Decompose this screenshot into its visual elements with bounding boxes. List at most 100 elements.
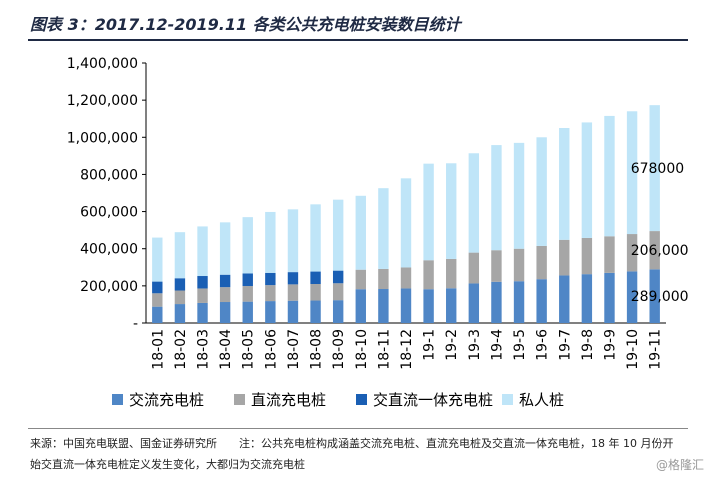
bar-segment — [559, 128, 570, 240]
bar-segment — [355, 269, 366, 290]
bar-segment — [468, 252, 480, 284]
bar-segment — [310, 284, 321, 301]
bar-segment — [152, 293, 163, 307]
bar-segment — [468, 283, 480, 323]
bar-segment — [581, 237, 593, 275]
x-tick-label: 18-09 — [331, 329, 347, 370]
bar-segment — [265, 301, 276, 323]
bar-segment — [332, 270, 344, 284]
bar-segment — [332, 283, 344, 301]
y-tick-label: - — [133, 316, 138, 332]
legend-label: 直流充电桩 — [251, 391, 326, 409]
x-tick-label: 18-06 — [263, 329, 279, 370]
bar-segment — [174, 278, 186, 291]
x-tick-label: 19-11 — [648, 329, 664, 370]
bar-segment — [152, 281, 163, 294]
x-tick-label: 18-12 — [399, 329, 415, 370]
bar-segment — [649, 269, 660, 323]
bar-segment — [626, 111, 638, 235]
bar-segment — [355, 289, 366, 323]
legend-label: 私人桩 — [519, 391, 564, 409]
bar-segment — [423, 260, 434, 290]
bar-segment — [378, 188, 389, 269]
bar-segment — [446, 163, 457, 259]
bar-segment — [491, 145, 502, 251]
watermark: @格隆汇 — [655, 458, 704, 472]
bar-segment — [626, 234, 638, 272]
data-label: 678000 — [631, 161, 684, 177]
bar-segment — [310, 271, 321, 284]
x-tick-label: 18-11 — [376, 329, 392, 370]
bar-segment — [536, 137, 547, 246]
bar-segment — [400, 288, 412, 323]
bar-segment — [513, 281, 525, 323]
bar-segment — [491, 250, 502, 282]
x-tick-label: 19-8 — [580, 329, 596, 361]
bar-segment — [197, 288, 208, 303]
bar-segment — [626, 271, 638, 323]
bar-segment — [513, 248, 525, 282]
bar-segment — [355, 195, 366, 270]
bar-segment — [513, 142, 525, 249]
bar-segment — [174, 290, 186, 305]
x-tick-label: 18-03 — [196, 329, 212, 370]
y-tick-label: 1,000,000 — [67, 130, 138, 146]
x-tick-label: 19-10 — [625, 329, 641, 370]
bar-segment — [310, 204, 321, 272]
bar-segment — [219, 287, 231, 303]
bar-segment — [400, 178, 412, 268]
bar-segment — [536, 245, 547, 280]
bar-segment — [559, 239, 570, 276]
bar-segment — [265, 272, 276, 286]
bar-segment — [446, 258, 457, 289]
bar-segment — [332, 300, 344, 323]
x-tick-label: 18-08 — [309, 329, 325, 370]
bar-segment — [197, 226, 208, 277]
source-text: 来源：中国充电联盟、国金证券研究所 — [30, 437, 217, 450]
x-tick-label: 18-10 — [354, 329, 370, 370]
bar-segment — [332, 199, 344, 271]
bar-segment — [378, 268, 389, 290]
bar-segment — [219, 302, 231, 323]
data-label: 206,000 — [631, 243, 689, 259]
bar-segment — [152, 306, 163, 323]
x-tick-label: 19-1 — [422, 329, 438, 361]
bar-segment — [219, 222, 231, 275]
bar-segment — [400, 267, 412, 289]
x-tick-label: 19-7 — [557, 329, 573, 361]
bar-segment — [536, 279, 547, 323]
bar-segment — [197, 276, 208, 289]
x-tick-label: 19-2 — [444, 329, 460, 361]
x-tick-label: 18-01 — [150, 329, 166, 370]
bar-segment — [559, 275, 570, 323]
legend-swatch — [234, 394, 245, 405]
bar-segment — [242, 301, 253, 323]
bar-segment — [287, 284, 299, 301]
note-spacer — [217, 437, 239, 450]
title-divider — [28, 39, 688, 41]
bar-segment — [242, 273, 253, 287]
bar-segment — [423, 163, 434, 261]
bar-segment — [242, 217, 253, 274]
data-label: 289,000 — [631, 289, 689, 305]
bar-segment — [174, 232, 186, 279]
x-tick-label: 18-04 — [218, 329, 234, 370]
y-tick-label: 1,400,000 — [67, 56, 138, 72]
y-tick-label: 1,200,000 — [67, 93, 138, 109]
bar-segment — [242, 286, 253, 302]
bar-segment — [197, 302, 208, 323]
legend-label: 交直流一体充电桩 — [373, 391, 493, 409]
bar-segment — [310, 300, 321, 323]
y-tick-label: 800,000 — [80, 167, 138, 183]
stacked-bar-chart: - 200,000 400,000 600,000 800,000 1,000,000 1,… — [67, 56, 689, 409]
bar-segment — [174, 304, 186, 323]
bar-segment — [287, 300, 299, 323]
bar-segment — [468, 153, 480, 253]
bar-segment — [604, 115, 615, 237]
bar-segment — [581, 274, 593, 323]
y-tick-label: 200,000 — [80, 279, 138, 295]
bar-segment — [152, 237, 163, 282]
bar-segment — [649, 231, 660, 270]
x-tick-label: 18-07 — [286, 329, 302, 370]
bar-segment — [219, 274, 231, 288]
